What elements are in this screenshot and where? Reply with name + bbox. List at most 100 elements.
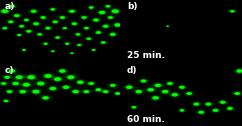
Circle shape — [63, 27, 67, 29]
Circle shape — [73, 90, 79, 93]
Circle shape — [80, 16, 88, 19]
Circle shape — [84, 27, 89, 29]
Circle shape — [70, 52, 74, 54]
Circle shape — [95, 31, 102, 34]
Circle shape — [31, 10, 36, 13]
Circle shape — [43, 26, 53, 31]
Circle shape — [30, 9, 38, 13]
Circle shape — [232, 91, 242, 96]
Circle shape — [43, 43, 48, 45]
Circle shape — [17, 24, 26, 28]
Circle shape — [7, 90, 13, 93]
Circle shape — [141, 79, 147, 83]
Circle shape — [65, 43, 69, 45]
Circle shape — [179, 109, 185, 112]
Circle shape — [65, 43, 69, 45]
Circle shape — [83, 90, 90, 94]
Circle shape — [130, 105, 138, 109]
Circle shape — [55, 36, 60, 39]
Circle shape — [92, 49, 95, 51]
Circle shape — [5, 76, 10, 79]
Circle shape — [198, 111, 204, 114]
Text: c): c) — [5, 66, 14, 75]
Circle shape — [110, 33, 115, 36]
Circle shape — [33, 22, 39, 25]
Circle shape — [230, 10, 234, 12]
Circle shape — [92, 49, 96, 51]
Circle shape — [100, 41, 106, 44]
Circle shape — [18, 89, 27, 94]
Circle shape — [34, 80, 47, 87]
Circle shape — [20, 90, 26, 93]
Circle shape — [0, 9, 10, 14]
Circle shape — [77, 44, 81, 46]
Circle shape — [99, 11, 105, 14]
Circle shape — [76, 33, 81, 36]
Circle shape — [1, 9, 9, 13]
Text: 60 min.: 60 min. — [127, 115, 165, 123]
Circle shape — [45, 74, 51, 78]
Circle shape — [77, 44, 81, 46]
Circle shape — [192, 102, 200, 106]
Circle shape — [26, 30, 31, 33]
Circle shape — [76, 80, 85, 85]
Circle shape — [93, 19, 99, 21]
Circle shape — [55, 36, 60, 39]
Circle shape — [26, 30, 31, 33]
Circle shape — [103, 90, 108, 93]
Circle shape — [233, 91, 241, 96]
Circle shape — [44, 74, 52, 78]
Circle shape — [0, 82, 7, 85]
Circle shape — [84, 27, 89, 29]
Circle shape — [1, 26, 8, 30]
Circle shape — [28, 8, 39, 14]
Circle shape — [92, 18, 100, 22]
Circle shape — [166, 26, 169, 27]
Circle shape — [0, 26, 9, 30]
Circle shape — [194, 103, 199, 105]
Circle shape — [21, 82, 31, 87]
Circle shape — [205, 103, 212, 106]
Circle shape — [94, 30, 103, 35]
Circle shape — [212, 108, 219, 112]
Circle shape — [123, 84, 135, 90]
Circle shape — [81, 16, 87, 19]
Circle shape — [44, 43, 47, 45]
Circle shape — [229, 10, 236, 13]
Circle shape — [22, 49, 27, 51]
Circle shape — [89, 6, 93, 9]
Circle shape — [50, 8, 56, 11]
Circle shape — [218, 100, 228, 105]
Circle shape — [4, 100, 8, 102]
Circle shape — [86, 37, 91, 40]
Circle shape — [236, 69, 242, 73]
Circle shape — [56, 68, 68, 74]
Circle shape — [59, 69, 66, 73]
Circle shape — [9, 5, 15, 8]
Circle shape — [8, 4, 16, 8]
Circle shape — [41, 96, 50, 100]
Circle shape — [33, 22, 39, 25]
Circle shape — [41, 16, 45, 19]
Circle shape — [148, 88, 154, 91]
Circle shape — [2, 99, 10, 103]
Circle shape — [131, 106, 137, 109]
Circle shape — [101, 41, 105, 44]
Circle shape — [15, 33, 23, 37]
Circle shape — [151, 96, 160, 100]
Circle shape — [12, 82, 19, 85]
Circle shape — [103, 25, 108, 28]
Circle shape — [206, 103, 211, 105]
Circle shape — [4, 89, 15, 94]
Circle shape — [212, 109, 219, 112]
Circle shape — [19, 25, 24, 28]
Circle shape — [113, 91, 122, 96]
Circle shape — [167, 82, 173, 85]
Circle shape — [101, 41, 106, 44]
Circle shape — [58, 69, 67, 73]
Circle shape — [180, 109, 184, 112]
Circle shape — [108, 8, 122, 15]
Circle shape — [87, 81, 95, 86]
Circle shape — [40, 16, 46, 19]
Circle shape — [75, 43, 83, 47]
